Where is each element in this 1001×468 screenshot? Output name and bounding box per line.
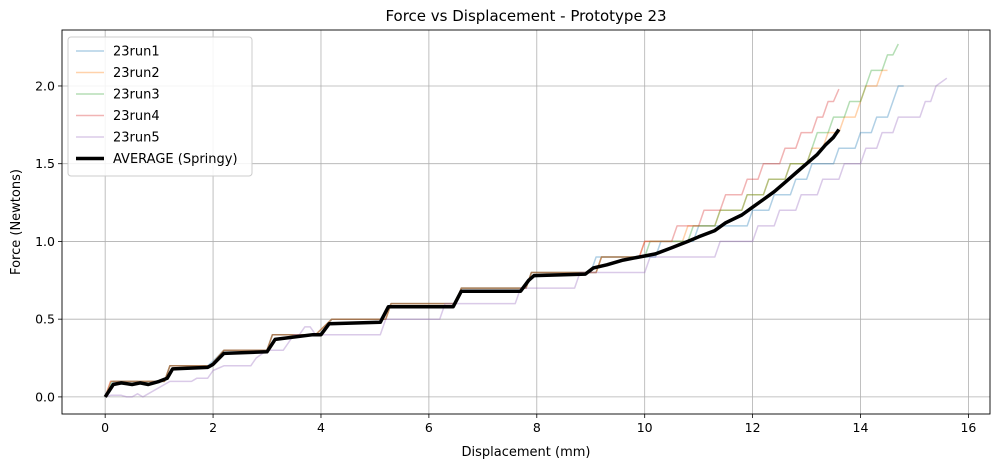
x-tick-label: 0 [101, 420, 109, 435]
series-lines [103, 43, 948, 398]
legend-entry-label: 23run5 [113, 131, 160, 146]
legend-entry-label: 23run1 [113, 45, 160, 60]
y-tick-label: 1.0 [35, 234, 55, 249]
legend-box [67, 36, 253, 177]
legend-entry-label: AVERAGE (Springy) [113, 152, 238, 167]
y-tick-label: 0.0 [35, 389, 55, 404]
axis-ticks: 0 2 4 6 8 10 12 14 16 0.0 0.5 1.0 1.5 2.0 [35, 78, 976, 435]
x-tick-label: 6 [425, 420, 433, 435]
series-line-23run1 [104, 85, 904, 398]
x-tick-label: 12 [745, 420, 761, 435]
y-tick-label: 2.0 [35, 78, 55, 93]
y-tick-label: 0.5 [35, 312, 55, 327]
grid [62, 30, 990, 414]
y-axis-title: Force (Newtons) [9, 169, 24, 275]
chart-title: Force vs Displacement - Prototype 23 [385, 7, 666, 25]
x-tick-label: 16 [960, 420, 976, 435]
legend-entry-label: 23run4 [113, 109, 160, 124]
plot-frame [61, 29, 991, 415]
legend-entry-label: 23run3 [113, 88, 160, 103]
x-tick-label: 4 [317, 420, 325, 435]
series-line-23run3 [104, 43, 899, 398]
series-line-average-springy [103, 128, 841, 398]
x-tick-label: 14 [853, 420, 869, 435]
y-tick-label: 1.5 [35, 156, 55, 171]
legend: 23run1 23run2 23run3 23run4 23run5 AVERAGE (S… [67, 36, 253, 177]
series-line-23run4 [104, 88, 840, 398]
legend-entry-label: 23run2 [113, 66, 160, 81]
x-axis-title: Displacement (mm) [462, 445, 591, 460]
x-tick-label: 2 [209, 420, 217, 435]
series-line-23run5 [104, 77, 948, 398]
x-tick-label: 8 [533, 420, 541, 435]
x-tick-label: 10 [637, 420, 653, 435]
